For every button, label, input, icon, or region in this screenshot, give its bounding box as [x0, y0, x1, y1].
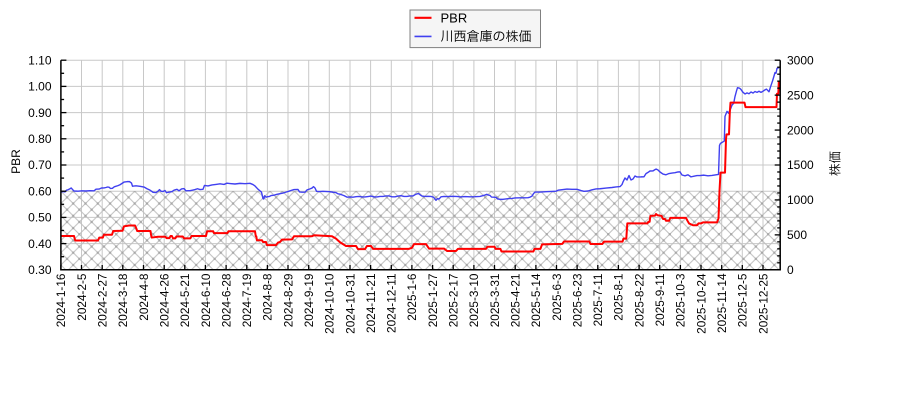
- svg-text:2025-6-3: 2025-6-3: [550, 273, 564, 321]
- svg-text:0.40: 0.40: [28, 237, 52, 251]
- svg-text:2024-11-21: 2024-11-21: [364, 274, 378, 333]
- svg-text:2024-6-10: 2024-6-10: [199, 273, 213, 327]
- svg-text:2025-1-6: 2025-1-6: [405, 273, 419, 321]
- svg-text:2024-5-21: 2024-5-21: [178, 274, 192, 328]
- svg-text:2025-4-21: 2025-4-21: [509, 274, 523, 328]
- svg-text:0.50: 0.50: [28, 211, 52, 225]
- svg-text:2024-2-27: 2024-2-27: [96, 274, 110, 328]
- svg-text:2000: 2000: [787, 123, 814, 137]
- svg-text:2025-3-10: 2025-3-10: [467, 273, 481, 327]
- svg-text:2024-3-18: 2024-3-18: [116, 273, 130, 327]
- svg-text:2025-11-14: 2025-11-14: [715, 273, 729, 333]
- svg-text:2025-1-27: 2025-1-27: [426, 274, 440, 328]
- svg-text:2024-8-29: 2024-8-29: [281, 274, 295, 328]
- svg-text:2024-7-19: 2024-7-19: [240, 274, 254, 328]
- svg-text:0: 0: [787, 263, 794, 277]
- svg-text:0.30: 0.30: [28, 263, 52, 277]
- svg-text:2025-8-1: 2025-8-1: [612, 274, 626, 321]
- svg-text:0.80: 0.80: [28, 132, 52, 146]
- svg-text:2024-9-19: 2024-9-19: [302, 274, 316, 328]
- svg-text:0.90: 0.90: [28, 106, 52, 120]
- svg-text:2024-12-11: 2024-12-11: [385, 274, 399, 333]
- svg-text:2024-10-10: 2024-10-10: [323, 273, 337, 334]
- svg-text:PBR: PBR: [9, 149, 23, 174]
- svg-text:2024-4-26: 2024-4-26: [158, 273, 172, 327]
- svg-text:2025-10-24: 2025-10-24: [694, 273, 708, 334]
- svg-text:2025-2-17: 2025-2-17: [447, 274, 461, 328]
- svg-text:1000: 1000: [787, 193, 814, 207]
- svg-text:2025-6-23: 2025-6-23: [570, 273, 584, 327]
- svg-text:2500: 2500: [787, 88, 814, 102]
- svg-text:2025-5-14: 2025-5-14: [529, 273, 543, 327]
- svg-text:2024-10-31: 2024-10-31: [343, 274, 357, 334]
- svg-text:1.00: 1.00: [28, 80, 52, 94]
- svg-text:2024-2-5: 2024-2-5: [75, 273, 89, 321]
- svg-text:3000: 3000: [787, 53, 814, 67]
- svg-text:2025-10-3: 2025-10-3: [674, 273, 688, 327]
- svg-text:2025-7-11: 2025-7-11: [591, 274, 605, 327]
- svg-text:500: 500: [787, 228, 807, 242]
- svg-text:2024-6-28: 2024-6-28: [219, 273, 233, 327]
- svg-text:2025-9-11: 2025-9-11: [653, 274, 667, 327]
- svg-text:2025-3-31: 2025-3-31: [488, 274, 502, 328]
- svg-text:2025-12-25: 2025-12-25: [756, 273, 770, 334]
- svg-text:2024-1-16: 2024-1-16: [54, 273, 68, 327]
- svg-text:0.70: 0.70: [28, 158, 52, 172]
- svg-text:1500: 1500: [787, 158, 814, 172]
- svg-text:0.60: 0.60: [28, 184, 52, 198]
- svg-text:1.10: 1.10: [28, 53, 52, 67]
- svg-text:2024-4-8: 2024-4-8: [137, 273, 151, 321]
- svg-text:2025-12-5: 2025-12-5: [736, 273, 750, 327]
- svg-text:2025-8-22: 2025-8-22: [632, 274, 646, 328]
- svg-text:2024-8-8: 2024-8-8: [261, 273, 275, 321]
- svg-text:PBR: PBR: [441, 10, 468, 25]
